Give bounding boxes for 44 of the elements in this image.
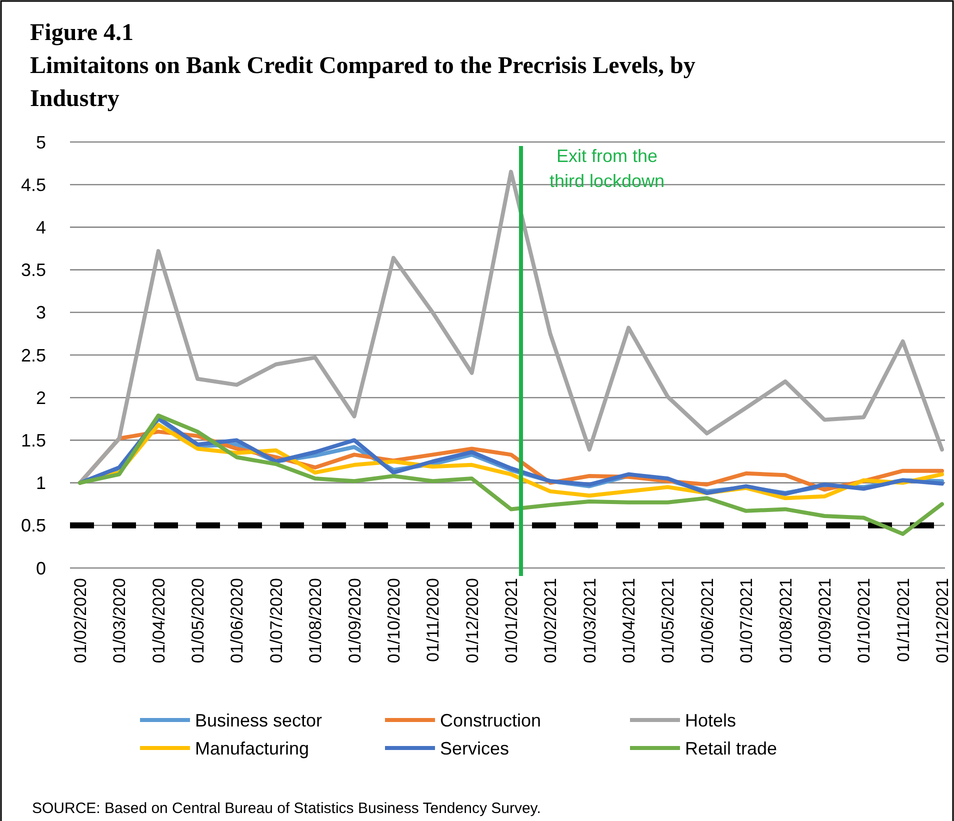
legend-label: Retail trade <box>685 738 778 758</box>
x-tick-label: 01/08/2020 <box>306 578 326 664</box>
x-tick-label: 01/11/2021 <box>894 578 913 662</box>
legend-label: Services <box>440 738 510 758</box>
x-tick-label: 01/09/2020 <box>345 578 364 664</box>
x-tick-label: 01/11/2020 <box>424 578 443 662</box>
y-tick-label: 1 <box>36 473 46 494</box>
y-tick-label: 2 <box>36 388 46 408</box>
x-tick-label: 01/12/2021 <box>933 578 952 664</box>
chart-title: Figure 4.1 Limitaitons on Bank Credit Compared to the Precrisis Levels, by Industry <box>30 20 696 112</box>
legend-label: Construction <box>440 710 542 730</box>
y-tick-label: 3.5 <box>20 260 46 280</box>
x-tick-label: 01/08/2021 <box>776 578 796 664</box>
x-tick-label: 01/04/2021 <box>620 578 639 664</box>
x-tick-label: 01/02/2020 <box>71 578 90 664</box>
legend-label: Manufacturing <box>195 738 310 758</box>
x-tick-label: 01/07/2020 <box>266 578 286 664</box>
legend-label: Hotels <box>685 710 736 730</box>
source-note: SOURCE: Based on Central Bureau of Statistics Business Tendency Survey. <box>32 800 541 817</box>
y-tick-label: 1.5 <box>20 430 46 450</box>
x-tick-label: 01/10/2020 <box>384 578 404 664</box>
x-tick-label: 01/02/2021 <box>541 578 560 664</box>
legend-label: Business sector <box>195 710 322 730</box>
x-tick-label: 01/07/2021 <box>737 578 756 664</box>
y-tick-label: 2.5 <box>20 345 46 366</box>
x-tick-label: 01/05/2021 <box>658 578 678 664</box>
x-tick-label: 01/10/2021 <box>854 578 874 664</box>
y-tick-label: 0 <box>36 558 46 578</box>
line-series <box>78 413 944 536</box>
y-tick-label: 4.5 <box>20 174 46 195</box>
x-tick-label: 01/05/2020 <box>188 578 208 664</box>
y-tick-label: 5 <box>36 132 46 152</box>
x-tick-label: 01/12/2020 <box>462 578 482 664</box>
x-tick-label: 01/09/2021 <box>815 578 834 664</box>
y-tick-label: 4 <box>36 218 46 238</box>
x-tick-label: 01/06/2020 <box>228 578 247 664</box>
x-tick-label: 01/03/2020 <box>110 578 130 664</box>
y-tick-label: 0.5 <box>20 516 46 536</box>
x-tick-label: 01/06/2021 <box>698 578 717 664</box>
x-tick-label: 01/04/2020 <box>149 578 168 664</box>
x-tick-label: 01/03/2021 <box>580 578 600 664</box>
ref-line-label: Exit from the third lockdown <box>549 146 665 191</box>
x-tick-label: 01/01/2021 <box>502 578 521 664</box>
y-tick-label: 3 <box>36 302 46 323</box>
